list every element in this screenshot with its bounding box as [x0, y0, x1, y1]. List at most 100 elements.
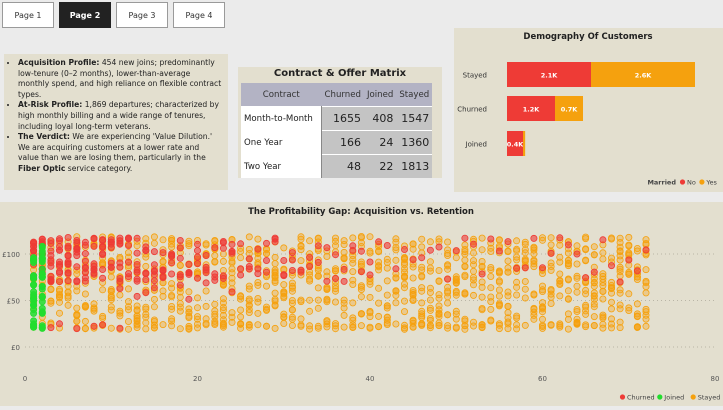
scatter-y-tick: £50	[7, 298, 20, 306]
scatter-point-stayed	[426, 322, 434, 330]
legend-label-stayed[interactable]: Stayed	[698, 394, 721, 402]
scatter-point-stayed	[539, 315, 547, 323]
scatter-point-stayed	[237, 295, 245, 303]
scatter-point-stayed	[582, 301, 590, 309]
scatter-point-stayed	[582, 321, 590, 329]
scatter-point-stayed	[616, 324, 624, 332]
tab-page-2[interactable]: Page 2	[59, 2, 111, 28]
scatter-point-churned	[116, 263, 124, 271]
scatter-point-stayed	[616, 301, 624, 309]
scatter-point-joined	[30, 288, 38, 296]
demography-bar-label: 1.2K	[523, 106, 541, 114]
profitability-scatter[interactable]: The Profitability Gap: Acquisition vs. R…	[0, 202, 723, 406]
matrix-header-contract[interactable]: Contract	[241, 83, 322, 107]
scatter-point-stayed	[444, 287, 452, 295]
scatter-point-stayed	[56, 309, 64, 317]
scatter-point-stayed	[125, 285, 133, 293]
scatter-point-churned	[99, 266, 107, 274]
scatter-point-stayed	[418, 321, 426, 329]
legend-label-churned[interactable]: Churned	[627, 394, 655, 402]
scatter-point-stayed	[297, 246, 305, 254]
scatter-point-stayed	[573, 274, 581, 282]
scatter-point-churned	[193, 260, 201, 268]
scatter-point-stayed	[107, 296, 115, 304]
scatter-point-stayed	[513, 237, 521, 245]
scatter-point-stayed	[349, 323, 357, 331]
scatter-point-stayed	[590, 289, 598, 297]
scatter-point-stayed	[435, 313, 443, 321]
scatter-point-stayed	[237, 313, 245, 321]
scatter-point-stayed	[521, 246, 529, 254]
scatter-point-churned	[340, 277, 348, 285]
scatter-point-stayed	[642, 308, 650, 316]
matrix-cell: 1360	[396, 130, 433, 155]
scatter-point-churned	[193, 247, 201, 255]
matrix-cell: 1813	[396, 154, 433, 178]
scatter-point-stayed	[159, 321, 167, 329]
scatter-point-stayed	[495, 268, 503, 276]
scatter-point-stayed	[547, 266, 555, 274]
demography-bar-yes[interactable]	[555, 96, 583, 121]
demography-bar-no[interactable]	[507, 131, 523, 156]
scatter-point-churned	[539, 264, 547, 272]
scatter-point-stayed	[608, 254, 616, 262]
scatter-point-stayed	[331, 298, 339, 306]
scatter-point-stayed	[530, 246, 538, 254]
scatter-point-churned	[99, 251, 107, 259]
matrix-header-stayed[interactable]: Stayed	[396, 83, 433, 107]
demography-bar-no[interactable]	[507, 62, 591, 87]
demography-chart[interactable]: Demography Of Customers Stayed 2.1K 2.6K Ch…	[454, 28, 723, 192]
scatter-point-churned	[556, 234, 564, 242]
demography-bar-yes[interactable]	[523, 131, 526, 156]
scatter-point-stayed	[193, 268, 201, 276]
scatter-point-stayed	[245, 233, 253, 241]
scatter-point-stayed	[556, 279, 564, 287]
scatter-point-stayed	[107, 294, 115, 302]
scatter-point-stayed	[383, 313, 391, 321]
legend-label-yes[interactable]: Yes	[705, 179, 717, 187]
scatter-point-stayed	[400, 254, 408, 262]
demography-bar-yes[interactable]	[591, 62, 695, 87]
scatter-point-churned	[99, 321, 107, 329]
legend-label-joined[interactable]: Joined	[663, 394, 684, 402]
scatter-point-stayed	[271, 301, 279, 309]
tab-page-1[interactable]: Page 1	[2, 2, 54, 28]
scatter-point-stayed	[573, 282, 581, 290]
scatter-point-joined	[38, 273, 46, 281]
scatter-point-stayed	[418, 299, 426, 307]
scatter-point-stayed	[547, 259, 555, 267]
scatter-point-churned	[133, 261, 141, 269]
scatter-point-stayed	[495, 278, 503, 286]
legend-label-no[interactable]: No	[687, 179, 696, 187]
scatter-point-churned	[452, 247, 460, 255]
scatter-point-stayed	[142, 305, 150, 313]
tab-page-3[interactable]: Page 3	[116, 2, 168, 28]
scatter-point-stayed	[150, 303, 158, 311]
scatter-point-stayed	[573, 308, 581, 316]
tab-page-4[interactable]: Page 4	[173, 2, 225, 28]
scatter-point-churned	[56, 269, 64, 277]
scatter-point-churned	[331, 251, 339, 259]
scatter-point-stayed	[599, 324, 607, 332]
legend-dot-yes	[699, 179, 705, 185]
demography-bar-no[interactable]	[507, 96, 555, 121]
scatter-point-stayed	[185, 240, 193, 248]
scatter-point-stayed	[133, 312, 141, 320]
scatter-point-stayed	[245, 301, 253, 309]
scatter-point-stayed	[168, 240, 176, 248]
scatter-point-stayed	[582, 286, 590, 294]
matrix-header-churned[interactable]: Churned	[321, 83, 364, 107]
matrix-header-joined[interactable]: Joined	[363, 83, 397, 107]
insights-panel: Acquisition Profile: 454 new joins; pred…	[4, 54, 228, 190]
scatter-point-stayed	[495, 325, 503, 333]
scatter-point-churned	[142, 270, 150, 278]
scatter-point-churned	[30, 246, 38, 254]
scatter-point-churned	[64, 269, 72, 277]
scatter-point-stayed	[504, 288, 512, 296]
scatter-point-churned	[150, 284, 158, 292]
scatter-point-stayed	[99, 312, 107, 320]
scatter-point-churned	[375, 238, 383, 246]
scatter-point-stayed	[556, 253, 564, 261]
scatter-point-stayed	[357, 322, 365, 330]
scatter-point-churned	[288, 267, 296, 275]
